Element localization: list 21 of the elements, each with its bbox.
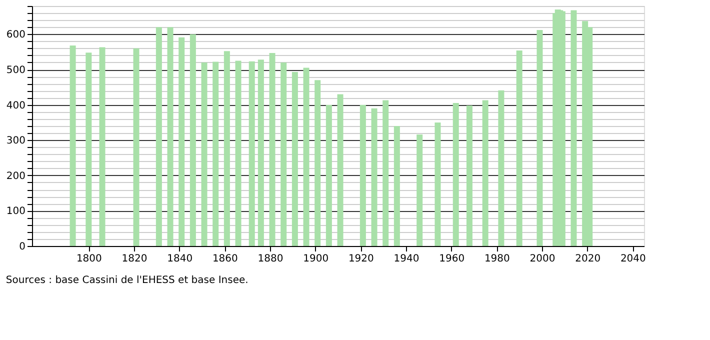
x-tick-label: 1920 bbox=[348, 254, 374, 264]
x-tick-label: 1820 bbox=[122, 254, 148, 264]
x-tick-label: 1800 bbox=[76, 254, 102, 264]
x-tick-label: 1960 bbox=[439, 254, 465, 264]
y-tick-label: 100 bbox=[6, 206, 26, 218]
y-tick-label: 200 bbox=[6, 170, 26, 182]
x-tick-label: 1980 bbox=[484, 254, 510, 264]
x-tick-label: 2020 bbox=[575, 254, 601, 264]
y-tick-label: 300 bbox=[6, 136, 26, 147]
x-tick-label: 2040 bbox=[620, 254, 646, 264]
x-tick-label: 1900 bbox=[303, 254, 329, 264]
x-tick-label: 1860 bbox=[212, 254, 238, 264]
x-tick-label: 1940 bbox=[394, 254, 420, 264]
x-tick-label: 1840 bbox=[167, 254, 193, 264]
y-tick-label: 600 bbox=[6, 30, 26, 41]
y-tick-label: 400 bbox=[6, 100, 26, 112]
y-tick-label: 500 bbox=[6, 65, 26, 76]
source-note: Sources : base Cassini de l'EHESS et base Insee. bbox=[6, 275, 248, 286]
y-tick-label: 0 bbox=[19, 242, 26, 252]
x-tick-label: 2000 bbox=[530, 254, 556, 264]
x-tick-label: 1880 bbox=[258, 254, 284, 264]
